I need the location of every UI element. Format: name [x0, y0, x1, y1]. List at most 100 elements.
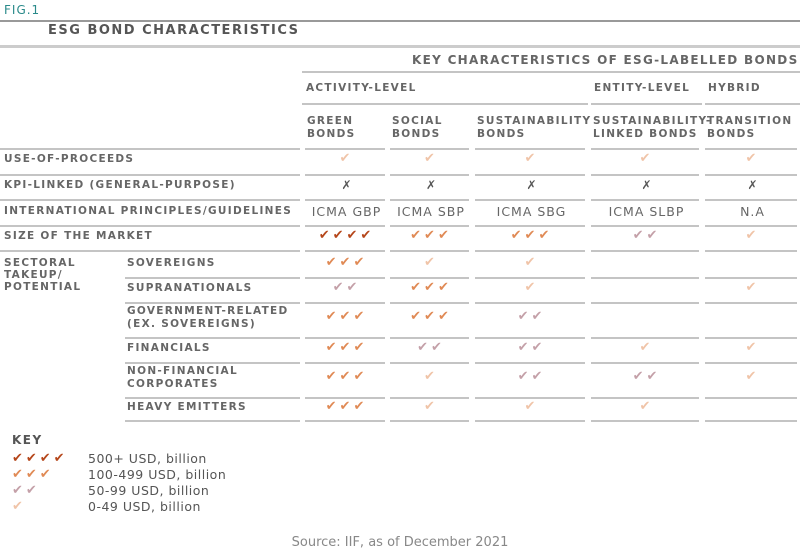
check-rating-2: ✔✔ [517, 309, 546, 324]
sector-row-label: NON-FINANCIAL [127, 364, 238, 377]
divider [0, 148, 300, 150]
divider [475, 397, 585, 399]
column-header: SOCIAL [392, 115, 443, 127]
divider [591, 148, 699, 150]
divider [705, 225, 797, 227]
fig-label: FIG.1 [4, 3, 41, 17]
divider [591, 302, 699, 304]
column-header: TRANSITION [707, 115, 793, 127]
divider [305, 250, 385, 252]
check-rating-2: ✔✔ [332, 280, 361, 295]
divider [390, 199, 469, 201]
divider [0, 225, 300, 227]
divider [475, 174, 585, 176]
guideline-value: ICMA SBP [397, 204, 465, 219]
sector-row-label: SOVEREIGNS [127, 257, 216, 269]
divider [305, 337, 385, 339]
divider [0, 250, 300, 252]
check-rating-3: ✔✔✔ [325, 340, 368, 355]
check-rating-1: ✔ [745, 340, 760, 355]
divider [125, 397, 300, 399]
row-label: KPI-LINKED (GENERAL-PURPOSE) [4, 179, 236, 191]
divider [390, 225, 469, 227]
divider [390, 420, 469, 422]
divider [0, 199, 300, 201]
divider [705, 362, 797, 364]
divider [591, 250, 699, 252]
check-rating-1: ✔ [424, 369, 438, 384]
check-rating-3: ✔✔✔ [325, 309, 368, 324]
check-rating-1: ✔ [524, 255, 539, 270]
divider [390, 277, 469, 279]
key-check-icon: ✔✔✔✔ [12, 451, 68, 466]
sector-label: SECTORAL [4, 257, 76, 269]
divider [305, 420, 385, 422]
divider [125, 420, 300, 422]
divider [705, 148, 797, 150]
divider [390, 148, 469, 150]
check-rating-1: ✔ [524, 399, 539, 414]
divider [591, 420, 699, 422]
divider [305, 397, 385, 399]
divider [125, 362, 300, 364]
divider [705, 174, 797, 176]
guideline-value: ICMA SLBP [608, 204, 685, 219]
check-rating-2: ✔✔ [632, 369, 661, 384]
guideline-value: ICMA GBP [311, 204, 382, 219]
divider [475, 362, 585, 364]
chart-title: ESG BOND CHARACTERISTICS [48, 23, 300, 38]
divider [475, 337, 585, 339]
divider [705, 302, 797, 304]
check-rating-3: ✔✔✔ [410, 309, 452, 324]
check-rating-3: ✔✔✔ [510, 228, 553, 243]
divider [390, 337, 469, 339]
check-rating-1: ✔ [639, 340, 654, 355]
check-rating-2: ✔✔ [417, 340, 445, 355]
sector-row-label: GOVERNMENT-RELATED [127, 304, 289, 317]
check-rating-4: ✔✔✔✔ [318, 228, 375, 243]
column-header: BONDS [707, 128, 756, 140]
divider [305, 362, 385, 364]
divider [591, 362, 699, 364]
column-header: GREEN [307, 115, 354, 127]
divider [591, 225, 699, 227]
column-header: SUSTAINABILITY [477, 115, 592, 127]
group-activity: ACTIVITY-LEVEL [306, 82, 417, 94]
divider [475, 277, 585, 279]
divider [591, 397, 699, 399]
source-note: Source: IIF, as of December 2021 [291, 535, 509, 550]
divider [475, 199, 585, 201]
divider [705, 277, 797, 279]
divider [705, 199, 797, 201]
sector-row-label: FINANCIALS [127, 342, 211, 354]
check-rating-1: ✔ [745, 280, 760, 295]
key-label: 100-499 USD, billion [88, 467, 227, 482]
divider [302, 103, 588, 105]
divider [475, 148, 585, 150]
divider [125, 337, 300, 339]
sector-row-label: HEAVY EMITTERS [127, 401, 247, 413]
divider [0, 174, 300, 176]
divider [705, 397, 797, 399]
guideline-value: N.A [740, 204, 765, 219]
cross-icon: ✗ [425, 178, 437, 192]
column-header: BONDS [307, 128, 356, 140]
check-rating-2: ✔✔ [517, 369, 546, 384]
row-label: USE-OF-PROCEEDS [4, 153, 135, 165]
check-rating-3: ✔✔✔ [410, 228, 452, 243]
divider [591, 174, 699, 176]
key-title: KEY [12, 433, 43, 447]
divider [390, 302, 469, 304]
column-header: LINKED BONDS [593, 128, 698, 140]
key-label: 0-49 USD, billion [88, 499, 201, 514]
check-rating-1: ✔ [424, 151, 438, 166]
key-label: 500+ USD, billion [88, 451, 207, 466]
divider [705, 337, 797, 339]
group-entity: ENTITY-LEVEL [594, 82, 691, 94]
divider [125, 277, 300, 279]
check-rating-2: ✔✔ [517, 340, 546, 355]
divider [390, 362, 469, 364]
row-label: SIZE OF THE MARKET [4, 230, 153, 242]
column-header: BONDS [477, 128, 526, 140]
